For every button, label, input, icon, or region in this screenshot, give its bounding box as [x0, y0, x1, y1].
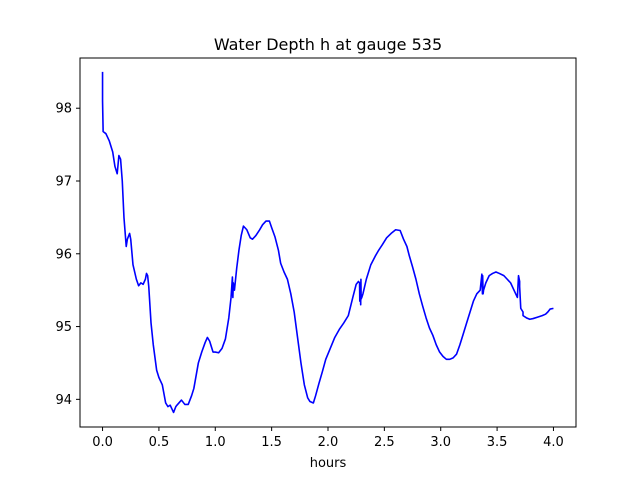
- x-tick-label: 0.0: [92, 435, 113, 450]
- x-axis: 0.0 0.5 1.0 1.5 2.0 2.5 3.0 3.5 4.0: [92, 427, 564, 450]
- x-tick-label: 3.0: [430, 435, 451, 450]
- x-tick-label: 0.5: [149, 435, 170, 450]
- x-tick-label: 3.5: [487, 435, 508, 450]
- x-tick-label: 1.0: [205, 435, 226, 450]
- y-tick-label: 98: [55, 102, 72, 117]
- y-tick-label: 94: [55, 393, 72, 408]
- y-tick-label: 95: [55, 320, 72, 335]
- x-tick-label: 1.5: [261, 435, 282, 450]
- y-axis: 94 95 96 97 98: [55, 102, 80, 408]
- x-tick-label: 2.0: [318, 435, 339, 450]
- x-axis-label: hours: [310, 456, 347, 471]
- chart-title: Water Depth h at gauge 535: [214, 35, 442, 54]
- plot-area: [101, 71, 554, 414]
- y-tick-label: 97: [55, 175, 72, 190]
- x-tick-label: 2.5: [374, 435, 395, 450]
- y-tick-label: 96: [55, 247, 72, 262]
- series-line-0: [101, 71, 554, 414]
- x-tick-label: 4.0: [543, 435, 564, 450]
